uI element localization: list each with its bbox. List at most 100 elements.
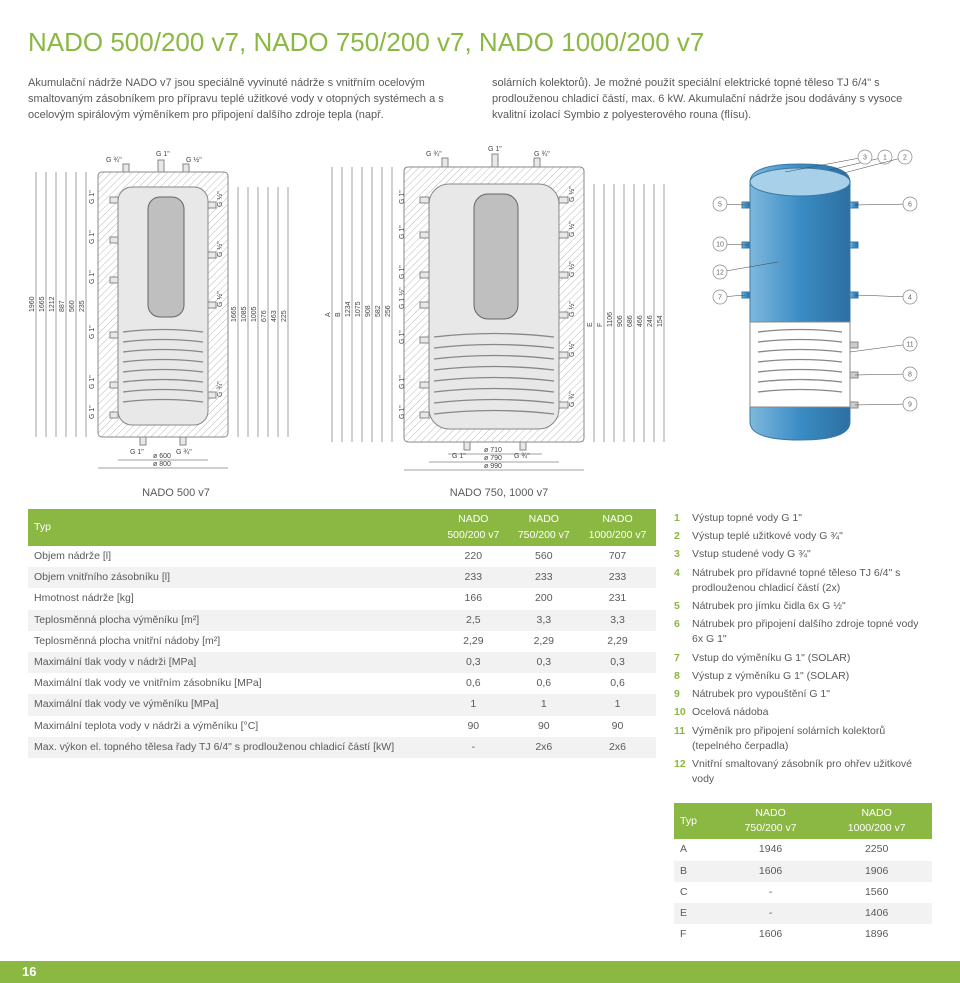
svg-text:G ¾": G ¾": [176, 449, 192, 456]
svg-text:2: 2: [903, 154, 907, 161]
table-row: Teplosměnná plocha výměníku [m²]2,53,33,…: [28, 610, 656, 631]
svg-text:1: 1: [883, 154, 887, 161]
svg-text:G ¾": G ¾": [534, 151, 550, 158]
svg-text:466: 466: [637, 315, 644, 327]
table-row: Maximální tlak vody ve výměníku [MPa]111: [28, 694, 656, 715]
page-title: NADO 500/200 v7, NADO 750/200 v7, NADO 1…: [28, 24, 932, 62]
svg-text:G ½": G ½": [568, 185, 576, 201]
svg-text:G 1": G 1": [89, 374, 96, 388]
svg-text:ø 600: ø 600: [153, 453, 171, 460]
legend-item: 7Vstup do výměníku G 1" (SOLAR): [674, 649, 932, 667]
svg-text:G ½": G ½": [568, 220, 576, 236]
label-model-b: NADO 750, 1000 v7: [324, 486, 674, 502]
diagram-nado-500: G ¾" G 1" G ½" G 1"G 1"G 1"G 1"G 1"G 1"1…: [28, 142, 308, 472]
svg-text:G ½": G ½": [568, 340, 576, 356]
diagrams-row: G ¾" G 1" G ½" G 1" G 1" G 1" G 1" G 1" G 1" 1…: [28, 142, 932, 472]
svg-text:E: E: [587, 322, 594, 327]
svg-text:7: 7: [718, 294, 722, 301]
svg-text:1005: 1005: [251, 306, 258, 322]
svg-text:G ¾": G ¾": [217, 380, 224, 396]
svg-text:G 1": G 1": [399, 224, 406, 238]
legend-item: 9Nátrubek pro vypouštění G 1": [674, 686, 932, 704]
svg-text:887: 887: [59, 300, 66, 312]
table-header: NADO1000/200 v7: [821, 803, 932, 839]
svg-text:1212: 1212: [49, 296, 56, 312]
svg-text:1960: 1960: [29, 296, 36, 312]
svg-text:G 1": G 1": [399, 374, 406, 388]
svg-text:G ½": G ½": [186, 156, 202, 164]
page-footer: 16: [0, 961, 960, 983]
svg-text:G ½": G ½": [216, 290, 224, 306]
table-row: E-1406: [674, 903, 932, 924]
svg-text:9: 9: [908, 401, 912, 408]
legend-item: 6Nátrubek pro připojení dalšího zdroje t…: [674, 616, 932, 649]
legend-item: 5Nátrubek pro jímku čidla 6x G ½": [674, 598, 932, 616]
svg-text:12: 12: [716, 269, 724, 276]
table-row: B16061906: [674, 861, 932, 882]
svg-text:256: 256: [385, 305, 392, 317]
intro-right: solárních kolektorů). Je možné použít sp…: [492, 76, 932, 124]
legend-item: 1Výstup topné vody G 1": [674, 509, 932, 527]
svg-text:3: 3: [863, 154, 867, 161]
dims-table: TypNADO750/200 v7NADO1000/200 v7 A194622…: [674, 803, 932, 946]
legend-item: 12Vnitřní smaltovaný zásobník pro ohřev …: [674, 756, 932, 789]
table-row: F16061896: [674, 924, 932, 945]
table-header: NADO750/200 v7: [509, 509, 579, 545]
svg-text:1665: 1665: [39, 296, 46, 312]
diagram-callouts: 123456789101112: [690, 142, 930, 472]
legend-item: 3Vstup studené vody G ¾": [674, 546, 932, 564]
svg-text:G 1 ½": G 1 ½": [398, 286, 406, 308]
svg-text:G ¾": G ¾": [106, 157, 122, 164]
svg-text:G ½": G ½": [568, 260, 576, 276]
table-row: A19462250: [674, 839, 932, 860]
legend-item: 2Výstup teplé užitkové vody G ¾": [674, 528, 932, 546]
svg-text:G ¾": G ¾": [426, 151, 442, 158]
table-row: Teplosměnná plocha vnitřní nádoby [m²]2,…: [28, 631, 656, 652]
svg-text:G ½": G ½": [568, 300, 576, 316]
table-row: Objem nádrže [l]220560707: [28, 546, 656, 567]
svg-text:1085: 1085: [241, 306, 248, 322]
legend-item: 8Výstup z výměníku G 1" (SOLAR): [674, 667, 932, 685]
svg-text:G 1": G 1": [89, 189, 96, 203]
svg-text:686: 686: [627, 315, 634, 327]
svg-text:676: 676: [261, 310, 268, 322]
svg-text:G 1": G 1": [488, 146, 502, 153]
legend-item: 11Výměník pro připojení solárních kolekt…: [674, 722, 932, 755]
table-header: NADO1000/200 v7: [579, 509, 656, 545]
svg-text:F: F: [597, 322, 604, 326]
svg-text:11: 11: [906, 341, 913, 348]
svg-text:4: 4: [908, 294, 912, 301]
svg-text:8: 8: [908, 371, 912, 378]
legend-item: 10Ocelová nádoba: [674, 704, 932, 722]
model-labels: NADO 500 v7 NADO 750, 1000 v7: [28, 486, 932, 502]
svg-text:582: 582: [375, 305, 382, 317]
svg-text:G 1": G 1": [399, 404, 406, 418]
label-model-a: NADO 500 v7: [28, 486, 324, 502]
svg-text:G 1": G 1": [89, 229, 96, 243]
svg-text:154: 154: [657, 315, 664, 327]
svg-text:235: 235: [79, 300, 86, 312]
table-row: Objem vnitřního zásobníku [l]233233233: [28, 567, 656, 588]
table-row: C-1560: [674, 882, 932, 903]
legend-item: 4Nátrubek pro přídavné topné těleso TJ 6…: [674, 564, 932, 597]
svg-text:6: 6: [908, 201, 912, 208]
svg-text:225: 225: [281, 310, 288, 322]
svg-text:G 1": G 1": [89, 269, 96, 283]
svg-text:G 1": G 1": [399, 264, 406, 278]
svg-text:G ¾": G ¾": [569, 390, 576, 406]
svg-text:G 1": G 1": [130, 449, 144, 456]
callout-legend: 1Výstup topné vody G 1"2Výstup teplé uži…: [674, 509, 932, 789]
svg-text:B: B: [335, 312, 342, 317]
svg-text:ø 710: ø 710: [484, 447, 502, 454]
svg-text:G 1": G 1": [399, 189, 406, 203]
svg-text:463: 463: [271, 310, 278, 322]
svg-text:G 1": G 1": [89, 404, 96, 418]
svg-text:1665: 1665: [231, 306, 238, 322]
table-row: Max. výkon el. topného tělesa řady TJ 6/…: [28, 737, 656, 758]
intro-left: Akumulační nádrže NADO v7 jsou speciálně…: [28, 76, 468, 124]
diagram-nado-750-1000: G ¾" G 1" G ¾" G 1" G 1" G 1" G 1 ½" G 1" G 1…: [324, 142, 674, 472]
svg-text:A: A: [325, 312, 332, 317]
svg-text:908: 908: [365, 305, 372, 317]
svg-text:1075: 1075: [355, 301, 362, 317]
svg-text:ø 790: ø 790: [484, 455, 502, 462]
